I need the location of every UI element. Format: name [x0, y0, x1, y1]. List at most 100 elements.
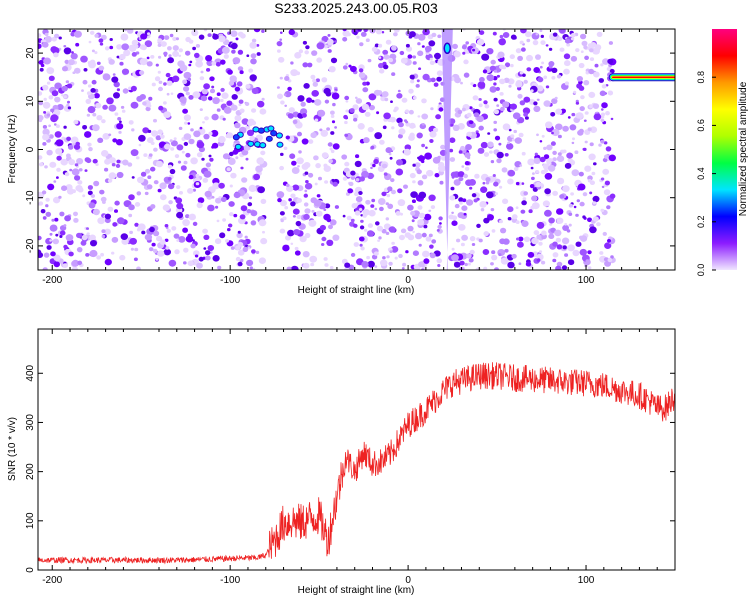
spectral-speckle [408, 88, 414, 94]
spectral-speckle [604, 180, 611, 186]
spectral-speckle [50, 114, 59, 122]
spectral-speckle [367, 58, 372, 63]
y-tick-label: 300 [25, 414, 36, 431]
spectral-speckle [600, 177, 605, 181]
spectral-speckle [462, 51, 466, 55]
spectral-speckle [86, 113, 91, 117]
spectral-speckle [232, 57, 241, 65]
spectral-speckle [600, 208, 605, 213]
spectral-speckle [410, 210, 416, 216]
spectral-speckle [400, 228, 407, 234]
spectral-speckle [253, 173, 261, 181]
spectral-speckle [398, 253, 403, 259]
spectral-speckle [100, 252, 104, 257]
spectral-speckle [483, 100, 488, 105]
spectral-speckle [119, 53, 126, 60]
spectral-speckle [426, 172, 430, 176]
spectral-speckle [310, 74, 316, 80]
spectral-speckle [231, 94, 238, 100]
spectral-speckle [494, 192, 498, 196]
spectral-speckle [458, 224, 466, 231]
spectral-speckle [551, 128, 560, 137]
spectral-speckle [195, 60, 204, 68]
spectral-speckle [556, 74, 562, 79]
spectral-speckle [386, 194, 391, 198]
spectral-speckle [54, 123, 57, 126]
spectral-speckle [181, 150, 185, 154]
spectral-speckle [471, 243, 476, 246]
spectral-speckle [248, 184, 257, 192]
spectral-speckle [350, 65, 357, 73]
spectral-speckle [588, 153, 596, 161]
spectral-speckle [400, 57, 408, 64]
spectral-speckle [153, 180, 159, 185]
spectral-speckle [320, 129, 329, 137]
spectral-speckle [589, 57, 595, 61]
spectral-speckle [570, 37, 575, 41]
spectral-speckle [81, 234, 88, 241]
spectral-speckle [296, 198, 303, 203]
spectral-speckle [383, 223, 391, 230]
spectral-speckle [436, 229, 440, 232]
spectral-speckle [324, 180, 329, 184]
spectral-speckle [466, 131, 473, 137]
spectral-speckle [165, 246, 170, 250]
spectral-speckle [515, 220, 520, 224]
spectral-speckle [144, 191, 149, 196]
spectral-speckle [367, 260, 375, 268]
spectral-speckle [139, 70, 145, 76]
spectral-speckle [469, 236, 476, 242]
spectral-speckle [396, 93, 403, 99]
spectral-speckle [316, 57, 323, 63]
spectral-speckle [238, 99, 244, 104]
spectral-speckle [222, 218, 227, 222]
spectral-speckle [449, 195, 456, 201]
spectral-speckle [239, 70, 244, 75]
spectral-speckle [311, 90, 320, 97]
cluster-blob [234, 143, 242, 150]
spectral-speckle [587, 266, 592, 270]
spectral-speckle [256, 157, 265, 165]
spectral-speckle [410, 79, 415, 84]
spectral-speckle [91, 79, 97, 85]
spectral-speckle [52, 104, 59, 111]
spectral-speckle [476, 38, 485, 46]
spectral-speckle [231, 49, 236, 54]
spectral-speckle [99, 42, 104, 46]
spectral-speckle [277, 198, 282, 203]
spectral-speckle [193, 130, 201, 138]
spectral-speckle [539, 156, 546, 163]
spectral-speckle [178, 126, 183, 130]
spectral-speckle [437, 264, 441, 267]
spectral-speckle [390, 100, 393, 103]
spectral-speckle [207, 245, 215, 251]
spectral-speckle [393, 32, 398, 37]
spectral-speckle [49, 161, 57, 168]
spectral-speckle [522, 107, 531, 115]
spectral-speckle [131, 176, 135, 179]
spectral-speckle [164, 143, 171, 150]
spectral-speckle [211, 113, 219, 121]
spectral-speckle [165, 72, 171, 78]
spectral-speckle [113, 81, 120, 88]
spectral-speckle [579, 201, 585, 207]
spectral-speckle [284, 206, 289, 210]
spectral-speckle [575, 48, 580, 53]
spectral-speckle [493, 128, 498, 132]
spectral-speckle [134, 222, 139, 227]
spectral-speckle [134, 247, 139, 252]
spectral-speckle [482, 249, 490, 255]
spectral-speckle [502, 101, 510, 108]
spectral-speckle [387, 186, 393, 192]
spectral-speckle [169, 139, 173, 143]
spectral-speckle [321, 236, 327, 242]
spectral-speckle [533, 101, 538, 106]
spectral-speckle [379, 139, 385, 145]
spectral-speckle [63, 224, 67, 227]
spectral-speckle [277, 49, 281, 53]
spectral-speckle [580, 33, 587, 40]
spectral-speckle [116, 171, 124, 179]
spectral-speckle [357, 29, 362, 32]
spectral-speckle [464, 161, 470, 166]
spectral-speckle [184, 121, 188, 125]
